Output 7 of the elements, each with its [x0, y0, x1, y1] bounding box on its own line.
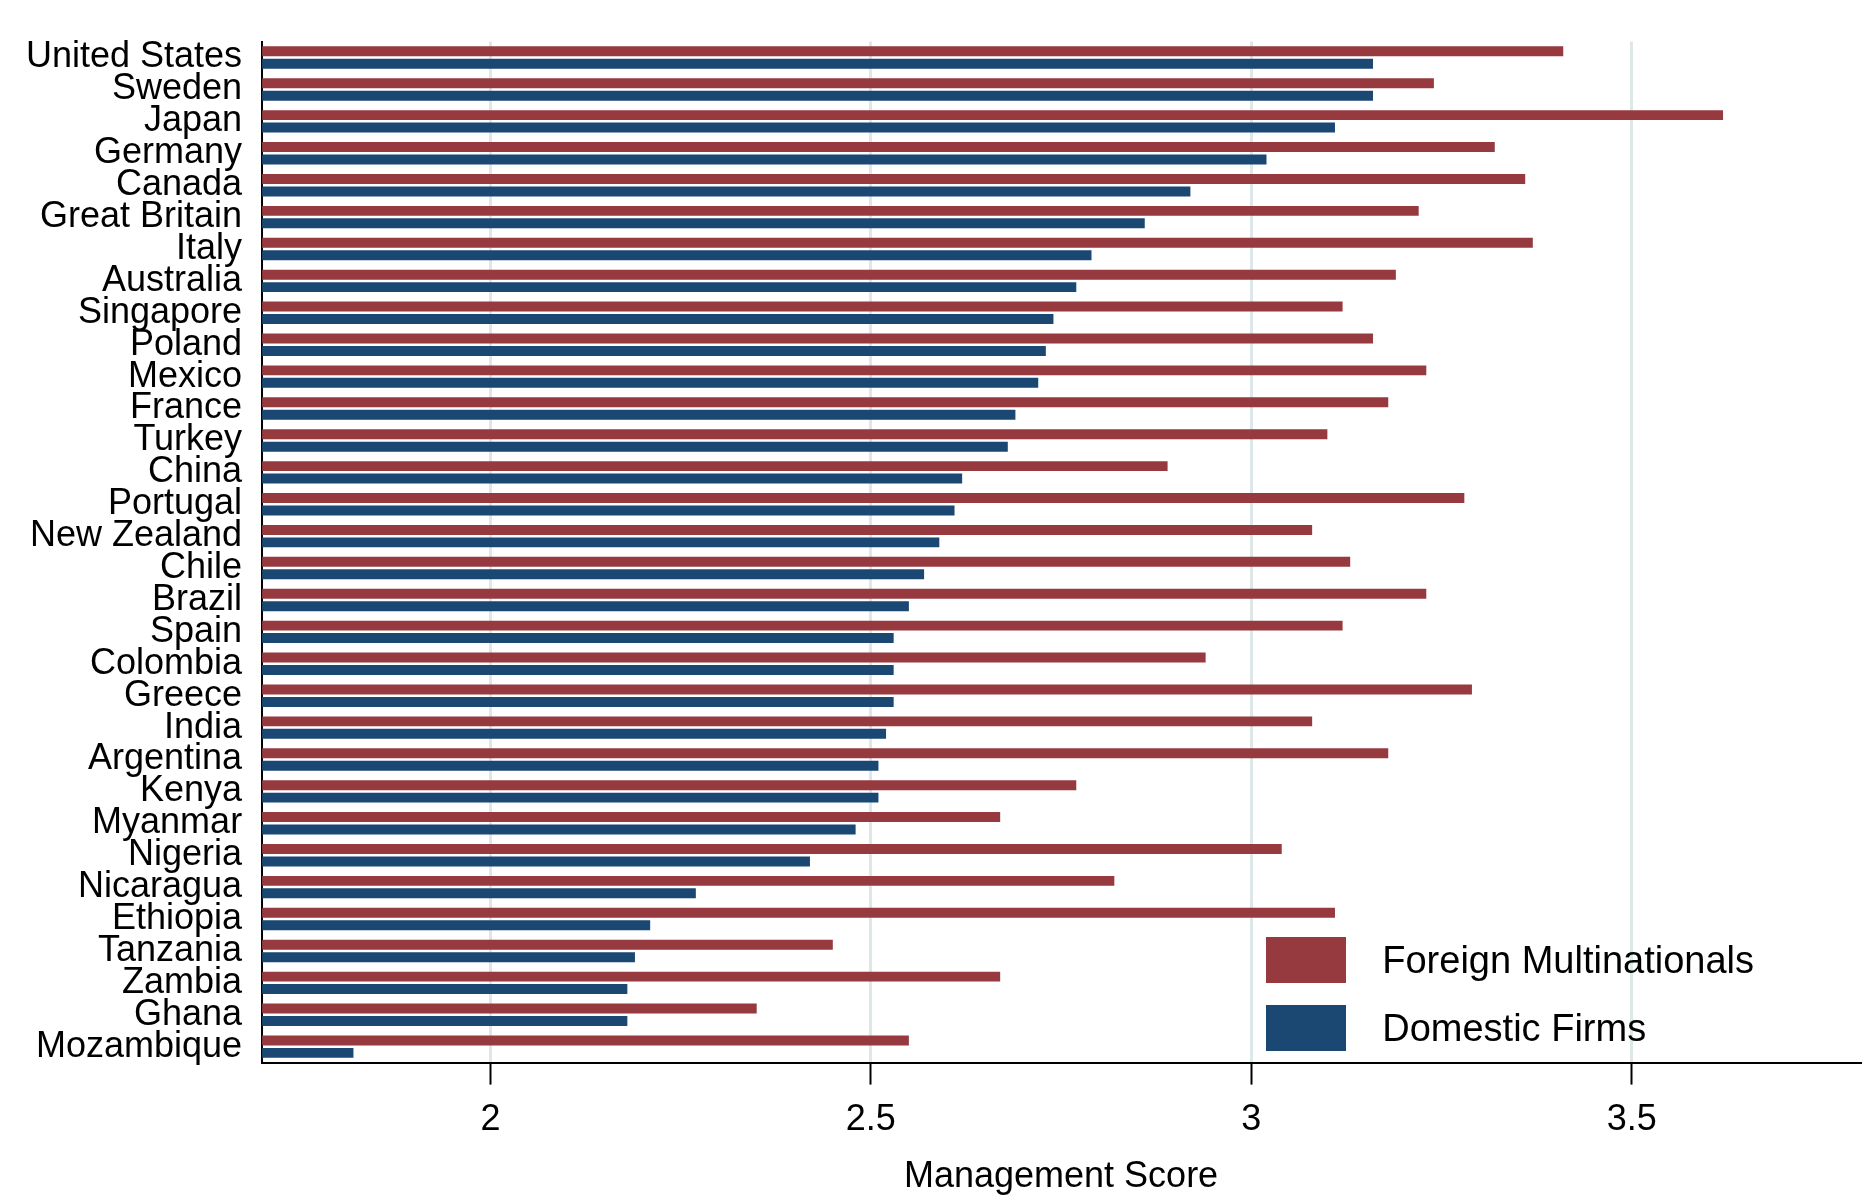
x-tick-label: 3.5 [1606, 1097, 1657, 1139]
legend-label: Domestic Firms [1382, 1006, 1647, 1050]
x-tick-label: 2.5 [845, 1097, 896, 1139]
x-axis-title: Management Score [903, 1154, 1219, 1196]
x-tick-label: 3 [1241, 1097, 1262, 1139]
legend-label: Foreign Multinationals [1382, 938, 1754, 982]
x-tick-label: 2 [480, 1097, 501, 1139]
